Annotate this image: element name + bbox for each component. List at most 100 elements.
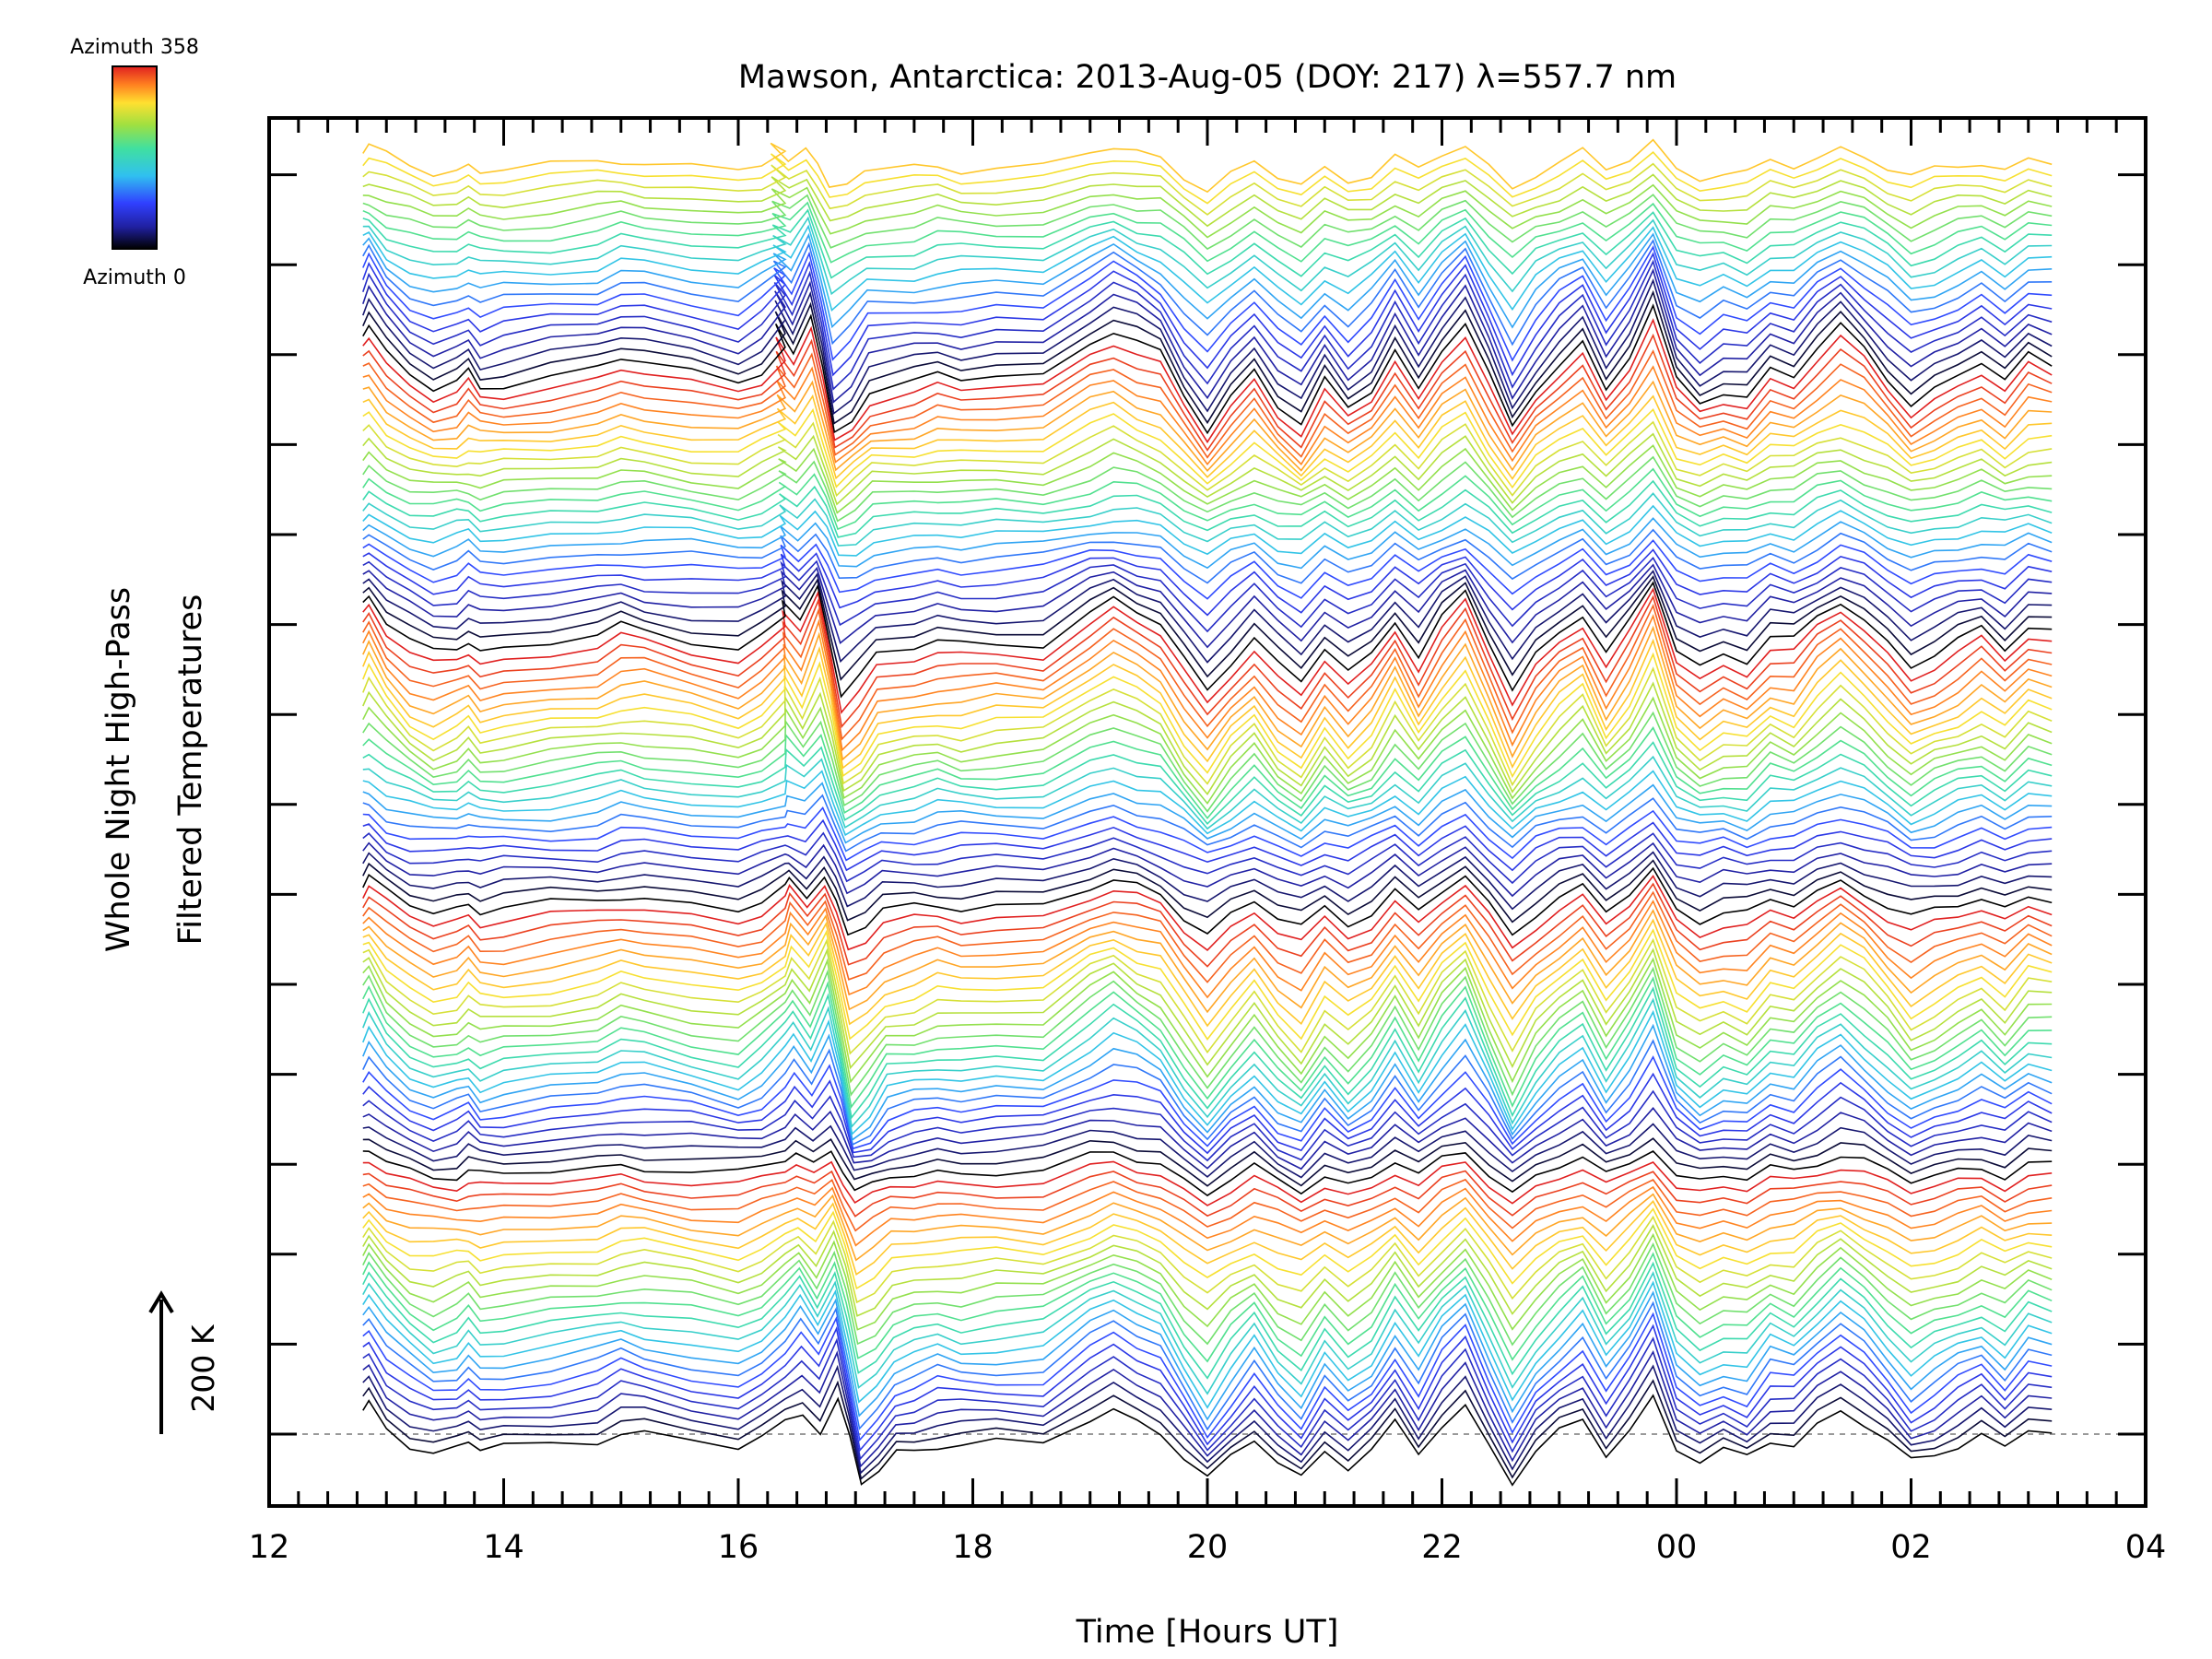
series-line	[362, 232, 2053, 329]
series-line	[362, 173, 2053, 228]
series-line	[362, 432, 2053, 506]
colorbar-top-label: Azimuth 358	[70, 36, 199, 59]
series-line	[362, 741, 2053, 825]
series-line	[362, 563, 2053, 649]
x-tick-label: 18	[952, 1529, 994, 1566]
series-line	[362, 1170, 2053, 1218]
series-line	[362, 1280, 2053, 1409]
series-line	[362, 539, 2053, 600]
series-line	[362, 517, 2053, 570]
series-line	[362, 528, 2053, 584]
series-line	[362, 1336, 2053, 1461]
colorbar	[112, 65, 158, 250]
x-tick-label: 12	[249, 1529, 290, 1566]
series-line	[362, 420, 2053, 498]
series-line	[362, 581, 2053, 699]
series-line	[362, 1185, 2053, 1247]
series-line	[362, 201, 2053, 264]
series-line	[362, 138, 2053, 194]
series-line	[362, 150, 2053, 205]
series-line	[362, 986, 2053, 1120]
series-line	[362, 1364, 2053, 1475]
series-line	[362, 318, 2053, 444]
series-line	[362, 349, 2053, 459]
series-line	[362, 1023, 2053, 1142]
series-line	[362, 1349, 2053, 1468]
series-line	[362, 1379, 2053, 1480]
series-line	[362, 890, 2053, 983]
series-line	[362, 806, 2053, 862]
series-line	[362, 841, 2053, 898]
series-line	[362, 594, 2053, 729]
series-line	[362, 1312, 2053, 1442]
series-group	[362, 138, 2053, 1487]
series-line	[362, 755, 2053, 830]
series-line	[362, 268, 2053, 404]
series-line	[362, 947, 2053, 1070]
series-line	[362, 976, 2053, 1109]
series-line	[362, 278, 2053, 416]
axis-ticks	[267, 118, 2147, 1506]
series-line	[362, 252, 2053, 377]
series-line	[362, 928, 2053, 1041]
series-line	[362, 1271, 2053, 1395]
series-line	[362, 208, 2053, 279]
series-line	[362, 1178, 2053, 1232]
series-line	[362, 1089, 2053, 1162]
series-line	[362, 726, 2053, 819]
series-line	[362, 1160, 2053, 1206]
x-tick-labels: 12 14 16 18 20 22 00 02 04	[249, 1529, 2167, 1566]
series-line	[362, 407, 2053, 489]
series-line	[362, 1261, 2053, 1380]
series-line	[362, 1039, 2053, 1146]
x-tick-label: 00	[1656, 1529, 1698, 1566]
series-line	[362, 1072, 2053, 1155]
series-line	[362, 479, 2053, 538]
series-line	[362, 1200, 2053, 1276]
series-line	[362, 303, 2053, 435]
series-line	[362, 875, 2053, 951]
series-line	[362, 289, 2053, 425]
series-line	[362, 851, 2053, 911]
series-line	[362, 394, 2053, 480]
series-line	[362, 1300, 2053, 1431]
series-line	[362, 245, 2053, 362]
series-line	[362, 467, 2053, 531]
series-line	[362, 782, 2053, 844]
series-line	[362, 444, 2053, 514]
series-line	[362, 1394, 2053, 1487]
series-line	[362, 900, 2053, 999]
y-axis-label-line2: Filtered Temperatures	[172, 594, 209, 946]
series-line	[362, 625, 2053, 761]
series-line	[362, 194, 2053, 251]
series-line	[362, 966, 2053, 1097]
series-line	[362, 455, 2053, 523]
series-line	[362, 696, 2053, 806]
series-line	[362, 1207, 2053, 1290]
series-line	[362, 666, 2053, 787]
series-line	[362, 603, 2053, 741]
x-tick-label: 22	[1421, 1529, 1463, 1566]
scale-arrow-icon	[148, 1290, 174, 1434]
series-line	[362, 365, 2053, 466]
series-line	[362, 492, 2053, 547]
series-line	[362, 1324, 2053, 1453]
series-line	[362, 681, 2053, 795]
chart-title: Mawson, Antarctica: 2013-Aug-05 (DOY: 21…	[738, 59, 1677, 96]
series-line	[362, 183, 2053, 239]
series-line	[362, 1290, 2053, 1421]
series-line	[362, 162, 2053, 216]
series-line	[362, 866, 2053, 936]
series-line	[362, 548, 2053, 617]
series-line	[362, 652, 2053, 779]
series-line	[362, 770, 2053, 837]
series-line	[362, 937, 2053, 1055]
x-tick-label: 04	[2125, 1529, 2167, 1566]
x-tick-label: 16	[718, 1529, 759, 1566]
x-axis-label: Time [Hours UT]	[1076, 1614, 1339, 1651]
series-line	[362, 859, 2053, 924]
series-line	[362, 380, 2053, 473]
series-line	[362, 711, 2053, 813]
series-line	[362, 1137, 2053, 1187]
series-line	[362, 1123, 2053, 1179]
